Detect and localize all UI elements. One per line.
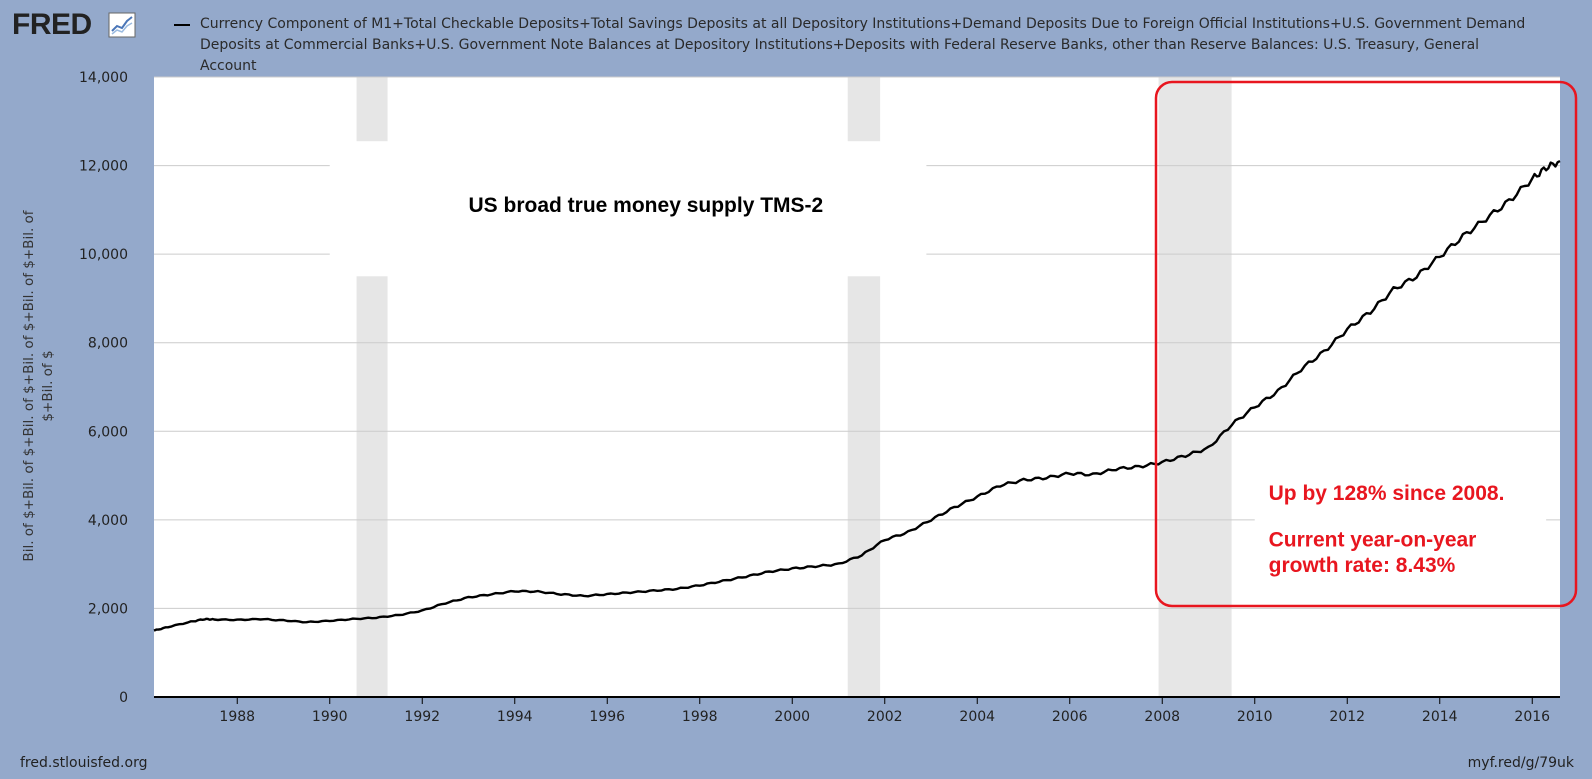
x-tick-label-12: 2012 [1329, 709, 1365, 725]
short-link[interactable]: myf.red/g/79uk [1467, 755, 1574, 771]
annotation-text-1: Up by 128% since 2008. [1269, 482, 1505, 505]
y-tick-label-1: 2,000 [88, 601, 128, 617]
y-tick-label-0: 0 [119, 690, 128, 706]
x-tick-label-4: 1996 [589, 709, 625, 725]
annotation-text-2: Current year-on-year [1269, 528, 1477, 551]
legend-line-swatch [174, 24, 190, 26]
x-tick-label-9: 2006 [1052, 709, 1088, 725]
fred-chart-icon[interactable] [108, 12, 136, 38]
x-tick-label-1: 1990 [312, 709, 348, 725]
chart-header: FRED Currency Component of M1+Total Chec… [0, 0, 1592, 74]
x-tick-label-10: 2008 [1144, 709, 1180, 725]
legend-series-title[interactable]: Currency Component of M1+Total Checkable… [200, 16, 1526, 74]
x-tick-label-8: 2004 [959, 709, 995, 725]
x-tick-label-6: 2000 [774, 709, 810, 725]
x-tick-label-0: 1988 [219, 709, 255, 725]
axis-ticks: 0 2,000 4,000 6,000 8,000 10,000 12,000 14,000 1… [79, 70, 1550, 725]
x-tick-label-14: 2016 [1514, 709, 1550, 725]
title-annotation-background [329, 141, 927, 277]
x-tick-label-13: 2014 [1422, 709, 1458, 725]
y-tick-label-7: 14,000 [79, 70, 128, 86]
y-tick-label-6: 12,000 [79, 159, 128, 175]
x-tick-label-7: 2002 [867, 709, 903, 725]
x-tick-label-2: 1992 [404, 709, 440, 725]
series-line[interactable] [153, 160, 1561, 632]
y-tick-label-4: 8,000 [88, 336, 128, 352]
x-tick-label-5: 1998 [682, 709, 718, 725]
highlight-box [1154, 80, 1578, 608]
annotation-text-0: US broad true money supply TMS-2 [469, 194, 824, 217]
y-tick-label-2: 4,000 [88, 513, 128, 529]
y-tick-label-5: 10,000 [79, 247, 128, 263]
x-tick-label-3: 1994 [497, 709, 533, 725]
y-tick-label-3: 6,000 [88, 424, 128, 440]
chart-annotations: US broad true money supply TMS-2 Up by 12… [469, 194, 1505, 577]
annotation-box [329, 141, 1547, 598]
recession-band-2 [1158, 77, 1232, 697]
fred-logo[interactable]: FRED [12, 8, 92, 41]
source-link[interactable]: fred.stlouisfed.org [20, 755, 148, 771]
x-tick-label-11: 2010 [1237, 709, 1273, 725]
red-annotation-background [1254, 480, 1547, 598]
annotation-text-3: growth rate: 8.43% [1269, 554, 1456, 577]
